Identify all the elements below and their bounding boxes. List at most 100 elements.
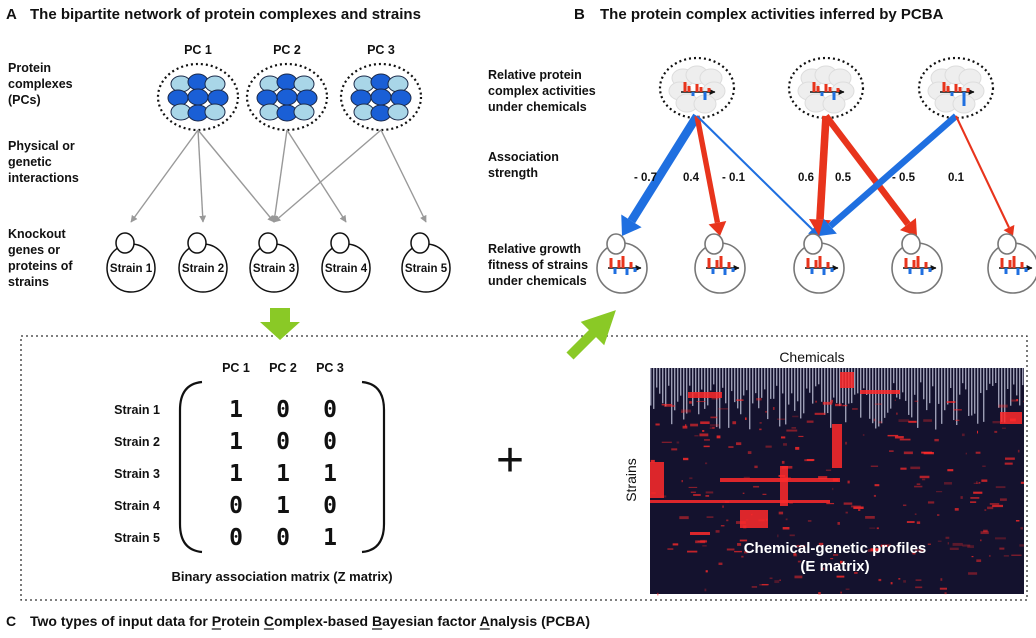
edge-a-1 (130, 129, 199, 223)
matrix-cell-4-1: 0 (229, 493, 243, 519)
pc-nodes-a (156, 62, 423, 132)
strain-fitness-node-1 (596, 233, 648, 294)
svg-text:Physical or: Physical or (8, 139, 75, 153)
pc-node-3 (339, 62, 423, 132)
matrix-col-header-2: PC 2 (269, 361, 297, 375)
matrix-cell-2-2: 0 (276, 429, 290, 455)
strain-label-1: Strain 1 (110, 263, 153, 275)
edge-a-5 (286, 129, 347, 223)
svg-text:Protein: Protein (8, 61, 51, 75)
weight-label-2: 0.4 (683, 172, 700, 184)
strain-nodes-a: Strain 1 Strain 2 Strain 3 Strain 4 Strain 5 (106, 232, 451, 293)
svg-text:complex activities: complex activities (488, 84, 596, 98)
pc-node-1 (156, 62, 240, 132)
matrix-row-label-1: Strain 1 (114, 403, 160, 417)
matrix-cell-3-3: 1 (323, 461, 337, 487)
matrix-cell-3-1: 1 (229, 461, 243, 487)
strain-node-5: Strain 5 (401, 232, 451, 293)
weight-label-4: 0.6 (798, 172, 814, 184)
pc-label-2: PC 2 (273, 43, 301, 57)
svg-text:under chemicals: under chemicals (488, 274, 587, 288)
pc-label-3: PC 3 (367, 43, 395, 57)
strain-fitness-node-4 (891, 233, 943, 294)
svg-text:Relative protein: Relative protein (488, 68, 582, 82)
z-matrix: Strain 1 1 0 0 Strain 2 1 0 0 Strain 3 1 1 1 Strain … (114, 397, 337, 551)
strain-node-1: Strain 1 (106, 232, 156, 293)
panel-b-row-label-activities: Relative protein complex activities unde… (488, 68, 596, 114)
pc-activity-node-3 (917, 56, 995, 120)
green-arrow-diagonal (566, 310, 616, 360)
weight-label-5: 0.5 (835, 172, 852, 184)
matrix-right-bracket (361, 380, 386, 554)
strain-label-2: Strain 2 (182, 263, 224, 275)
edge-a-3 (197, 129, 275, 223)
svg-text:Knockout: Knockout (8, 227, 66, 241)
strain-fitness-node-5 (987, 233, 1036, 294)
strain-label-5: Strain 5 (405, 263, 448, 275)
matrix-cell-5-3: 1 (323, 525, 337, 551)
matrix-cell-1-1: 1 (229, 397, 243, 423)
svg-text:Relative growth: Relative growth (488, 242, 581, 256)
plus-sign: + (496, 434, 524, 487)
svg-text:strains: strains (8, 275, 49, 289)
matrix-cell-3-2: 1 (276, 461, 290, 487)
matrix-col-header-3: PC 3 (316, 361, 344, 375)
bipartite-edges-a (130, 129, 427, 223)
svg-text:proteins of: proteins of (8, 259, 73, 273)
svg-text:fitness of strains: fitness of strains (488, 258, 588, 272)
chemical-genetic-heatmap (650, 368, 1024, 596)
pc-node-2 (245, 62, 329, 132)
svg-text:interactions: interactions (8, 171, 79, 185)
heatmap-side-label: Strains (623, 458, 639, 502)
svg-text:under chemicals: under chemicals (488, 100, 587, 114)
matrix-cell-2-1: 1 (229, 429, 243, 455)
association-edge-1 (621, 113, 701, 236)
weight-label-3: - 0.1 (722, 172, 746, 184)
svg-text:(PCs): (PCs) (8, 93, 41, 107)
panel-a-row-label-knockouts: Knockout genes or proteins of strains (8, 227, 73, 289)
weight-label-7: 0.1 (948, 172, 965, 184)
edge-a-4 (271, 129, 288, 223)
pc-label-1: PC 1 (184, 43, 212, 57)
pc-activity-node-1 (658, 56, 736, 120)
matrix-col-header-1: PC 1 (222, 361, 250, 375)
strain-fitness-nodes-b (596, 233, 1036, 294)
panel-b-letter: B (574, 6, 585, 23)
svg-text:strength: strength (488, 166, 538, 180)
matrix-cell-5-2: 0 (276, 525, 290, 551)
matrix-row-label-3: Strain 3 (114, 467, 160, 481)
svg-text:Association: Association (488, 150, 559, 164)
svg-text:genetic: genetic (8, 155, 52, 169)
pc-activity-nodes-b (658, 56, 995, 120)
strain-node-4: Strain 4 (321, 232, 371, 293)
panel-c-caption: Two types of input data for Protein Comp… (30, 613, 590, 629)
strain-label-3: Strain 3 (253, 263, 295, 275)
association-edges-b (621, 113, 1015, 236)
matrix-cell-4-3: 0 (323, 493, 337, 519)
panel-b-row-label-strength: Association strength (488, 150, 559, 180)
weight-label-6: - 0.5 (892, 172, 916, 184)
association-edge-5 (823, 114, 917, 236)
green-arrow-down (260, 308, 300, 340)
pc-activity-node-2 (787, 56, 865, 120)
matrix-left-bracket (178, 380, 203, 554)
matrix-row-label-4: Strain 4 (114, 499, 160, 513)
panel-a-row-label-interactions: Physical or genetic interactions (8, 139, 79, 185)
strain-node-2: Strain 2 (178, 232, 228, 293)
strain-fitness-node-3 (793, 233, 845, 294)
weight-label-1: - 0.7 (634, 172, 657, 184)
matrix-cell-4-2: 1 (276, 493, 290, 519)
heatmap-label-line-1: Chemical-genetic profiles (744, 540, 927, 557)
svg-text:genes or: genes or (8, 243, 60, 257)
strain-fitness-node-2 (694, 233, 746, 294)
panel-b-row-label-fitness: Relative growth fitness of strains under… (488, 242, 588, 288)
matrix-cell-1-3: 0 (323, 397, 337, 423)
association-edge-6 (819, 113, 959, 236)
matrix-cell-1-2: 0 (276, 397, 290, 423)
matrix-row-label-2: Strain 2 (114, 435, 160, 449)
panel-c-letter: C (6, 613, 16, 629)
edge-a-7 (380, 129, 427, 223)
association-edge-7 (955, 115, 1015, 236)
association-edge-2 (694, 115, 727, 236)
